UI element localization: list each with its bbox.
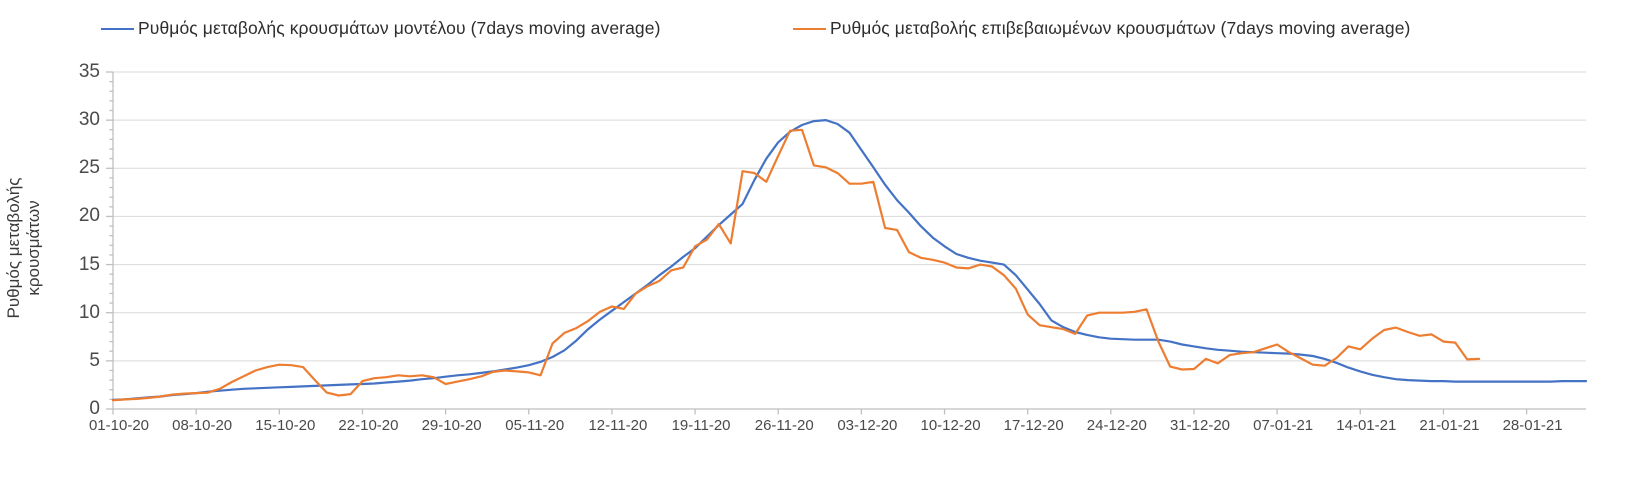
x-tick-label: 29-10-20 (421, 417, 482, 434)
y-tick-label: 20 (78, 205, 100, 227)
x-tick-label: 22-10-20 (338, 417, 399, 434)
y-tick-label: 25 (78, 157, 100, 179)
series-line-model (111, 118, 1588, 401)
x-tick-label: 24-12-20 (1086, 417, 1147, 434)
x-tick-label: 07-01-21 (1253, 417, 1314, 434)
legend-label-confirmed: Ρυθμός μεταβολής επιβεβαιωμένων κρουσμάτ… (830, 18, 1411, 38)
series-lines (111, 118, 1588, 402)
gridlines (113, 71, 1586, 362)
x-tick-label: 12-11-20 (588, 417, 648, 434)
axis-ticks (106, 71, 1528, 415)
legend-line-marker-blue (101, 27, 134, 30)
x-tick-label: 26-11-20 (754, 417, 814, 434)
x-tick-label: 21-01-21 (1419, 417, 1480, 434)
x-tick-label: 28-01-21 (1502, 417, 1563, 434)
legend-label-model: Ρυθμός μεταβολής κρουσμάτων μοντέλου (7d… (138, 18, 661, 38)
x-tick-label: 01-10-20 (88, 417, 150, 434)
y-tick-label: 10 (78, 301, 100, 323)
x-tick-label: 03-12-20 (837, 417, 898, 434)
x-tick-label: 17-12-20 (1003, 417, 1064, 434)
x-tick-label: 10-12-20 (920, 417, 981, 434)
legend-line-marker-orange (793, 27, 826, 30)
y-tick-label: 30 (78, 109, 100, 131)
x-tick-label: 08-10-20 (172, 417, 233, 434)
x-tick-label: 19-11-20 (671, 417, 731, 434)
x-tick-label: 15-10-20 (255, 417, 316, 434)
y-tick-label: 15 (78, 253, 100, 275)
x-tick-label: 05-11-20 (505, 417, 565, 434)
x-tick-label: 31-12-20 (1169, 417, 1230, 434)
y-tick-label: 5 (89, 349, 100, 371)
legend-item-model[interactable]: Ρυθμός μεταβολής κρουσμάτων μοντέλου (7d… (101, 18, 661, 39)
legend-item-confirmed[interactable]: Ρυθμός μεταβολής επιβεβαιωμένων κρουσμάτ… (793, 18, 1410, 39)
y-tick-label: 0 (89, 398, 100, 419)
x-tick-label: 14-01-21 (1336, 417, 1397, 434)
y-tick-label: 35 (78, 61, 100, 82)
series-line-confirmed (111, 128, 1481, 402)
axis-lines (112, 72, 1586, 410)
